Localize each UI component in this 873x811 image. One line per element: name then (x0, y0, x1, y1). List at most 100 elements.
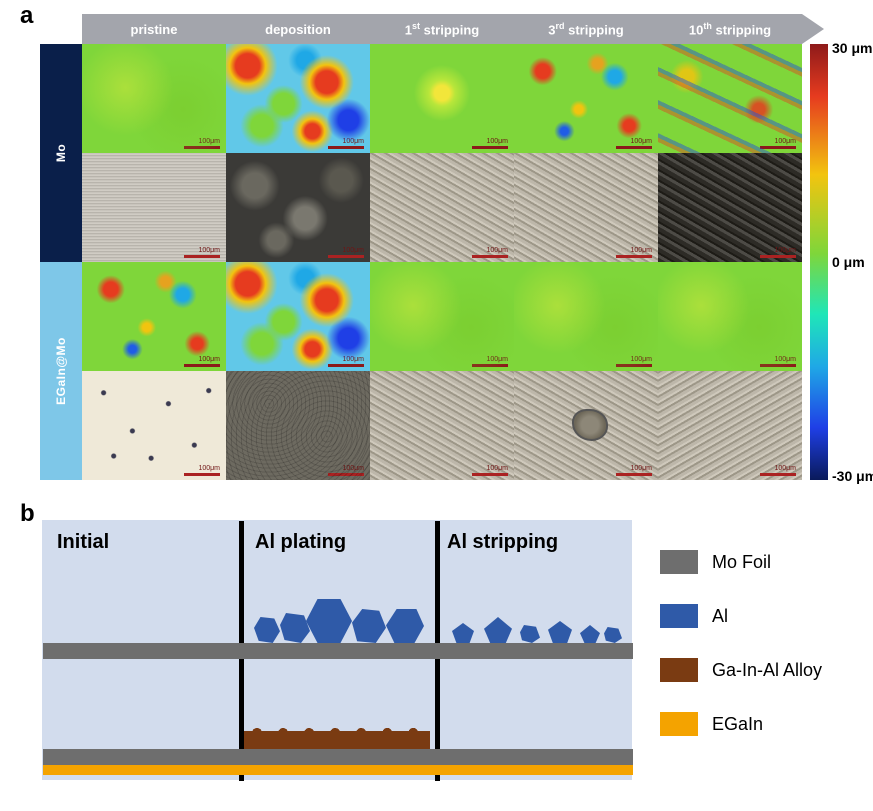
scalebar-label: 100μm (774, 138, 796, 145)
scalebar-label: 100μm (198, 247, 220, 254)
al-crystal-icon (452, 623, 474, 643)
scalebar-icon (472, 255, 508, 258)
al-crystal-icon (520, 625, 540, 643)
scalebar-icon (472, 146, 508, 149)
phase-label: pristine (131, 22, 178, 37)
panel-a: pristine deposition 1st stripping 3rd st… (20, 8, 855, 483)
row-label-text: EGaIn@Mo (54, 337, 68, 405)
legend-label: Mo Foil (712, 552, 771, 573)
scalebar-label: 100μm (342, 138, 364, 145)
swatch-icon (660, 658, 698, 682)
al-crystal-icon (352, 609, 386, 643)
grid-cell: 100μm (226, 262, 370, 371)
scalebar-label: 100μm (774, 247, 796, 254)
scalebar-icon (328, 146, 364, 149)
schematic-diagram: Initial Al plating Al stripping (42, 520, 632, 780)
grid-cell: 100μm (226, 153, 370, 262)
phase-label: 1st stripping (405, 21, 479, 37)
row-label-egain: EGaIn@Mo (40, 262, 82, 480)
al-crystal-icon (386, 609, 424, 643)
al-crystal-icon (280, 613, 310, 643)
al-crystal-icon (548, 621, 572, 643)
scalebar-icon (616, 473, 652, 476)
scalebar-icon (472, 364, 508, 367)
scalebar-icon (184, 146, 220, 149)
grid-cell: 100μm (370, 44, 514, 153)
grid-cell: 100μm (514, 371, 658, 480)
header-stripping-10: 10th stripping (658, 14, 802, 44)
scalebar-label: 100μm (342, 356, 364, 363)
scalebar-label: 100μm (630, 247, 652, 254)
scalebar-icon (184, 473, 220, 476)
header-stripping-1: 1st stripping (370, 14, 514, 44)
scalebar-icon (184, 364, 220, 367)
grid-cell: 100μm (370, 262, 514, 371)
al-crystals-stripping (440, 599, 628, 643)
grid-cell: 100μm (514, 262, 658, 371)
ga-in-al-alloy-layer (244, 731, 430, 749)
stage-label-stripping: Al stripping (447, 531, 558, 554)
image-grid: 100μm100μm100μm100μm100μm100μm100μm100μm… (82, 44, 802, 480)
grid-cell: 100μm (370, 371, 514, 480)
header-pristine: pristine (82, 14, 226, 44)
stage-label-plating: Al plating (255, 531, 346, 554)
legend-label: EGaIn (712, 714, 763, 735)
scalebar-label: 100μm (486, 356, 508, 363)
scalebar-icon (760, 146, 796, 149)
al-crystal-icon (604, 627, 622, 643)
row-label-mo: Mo (40, 44, 82, 262)
legend-item-egain: EGaIn (660, 712, 860, 736)
stage-label-initial: Initial (57, 531, 109, 554)
grid-cell: 100μm (226, 371, 370, 480)
scalebar-icon (616, 364, 652, 367)
scalebar-label: 100μm (630, 465, 652, 472)
swatch-icon (660, 712, 698, 736)
grid-cell: 100μm (514, 153, 658, 262)
scalebar-label: 100μm (774, 356, 796, 363)
colorbar-mid: 0 μm (832, 254, 865, 270)
legend-label: Ga-In-Al Alloy (712, 660, 822, 681)
swatch-icon (660, 550, 698, 574)
grid-cell: 100μm (82, 371, 226, 480)
scalebar-label: 100μm (486, 247, 508, 254)
colorbar: 30 μm 0 μm -30 μm (810, 44, 870, 480)
grid-cell: 100μm (82, 153, 226, 262)
al-crystal-icon (254, 617, 280, 643)
scalebar-label: 100μm (774, 465, 796, 472)
legend: Mo Foil Al Ga-In-Al Alloy EGaIn (660, 550, 860, 766)
header-deposition: deposition (226, 14, 370, 44)
scalebar-icon (616, 146, 652, 149)
al-crystals-plating (244, 599, 430, 643)
grid-cell: 100μm (658, 153, 802, 262)
mo-foil-bottom (43, 749, 633, 765)
egain-layer (43, 765, 633, 775)
scalebar-icon (760, 255, 796, 258)
scalebar-label: 100μm (486, 465, 508, 472)
scalebar-label: 100μm (486, 138, 508, 145)
arrow-head-icon (802, 14, 824, 44)
scalebar-icon (616, 255, 652, 258)
phase-label: 10th stripping (689, 21, 771, 37)
arrow-body: pristine deposition 1st stripping 3rd st… (82, 14, 802, 44)
scalebar-icon (328, 255, 364, 258)
scalebar-label: 100μm (342, 247, 364, 254)
scalebar-icon (184, 255, 220, 258)
grid-cell: 100μm (82, 44, 226, 153)
al-crystal-icon (484, 617, 512, 643)
colorbar-gradient (810, 44, 828, 480)
grid-cell: 100μm (514, 44, 658, 153)
panel-b: Initial Al plating Al stripping (20, 520, 853, 795)
scalebar-label: 100μm (198, 465, 220, 472)
scalebar-icon (328, 364, 364, 367)
scalebar-icon (760, 364, 796, 367)
grid-cell: 100μm (82, 262, 226, 371)
phase-label: 3rd stripping (548, 21, 623, 37)
al-crystal-icon (306, 599, 352, 643)
scalebar-label: 100μm (630, 356, 652, 363)
grid-cell: 100μm (658, 262, 802, 371)
phase-label: deposition (265, 22, 331, 37)
scalebar-icon (472, 473, 508, 476)
scalebar-label: 100μm (198, 138, 220, 145)
grid-cell: 100μm (370, 153, 514, 262)
grid-cell: 100μm (658, 44, 802, 153)
